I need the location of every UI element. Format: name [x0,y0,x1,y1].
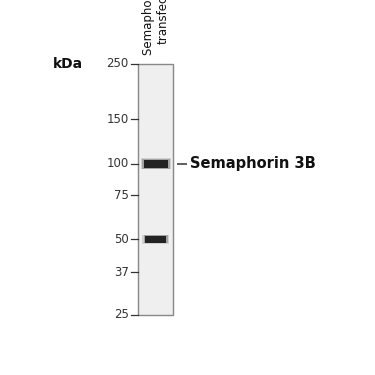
Bar [144,236,168,243]
Text: Semaphorin 3B: Semaphorin 3B [190,156,316,171]
Text: kDa: kDa [53,57,83,71]
Text: 75: 75 [114,189,129,202]
Text: 150: 150 [106,113,129,126]
Text: Semaphorin 3B-
transfectant: Semaphorin 3B- transfectant [142,0,170,55]
Bar [144,160,168,168]
Text: 250: 250 [106,57,129,70]
Bar [146,236,166,243]
Text: 25: 25 [114,309,129,321]
Text: 37: 37 [114,266,129,279]
Text: 50: 50 [114,233,129,246]
Text: 100: 100 [106,157,129,170]
Bar [142,235,169,244]
Bar [142,159,170,168]
Bar [138,64,173,315]
Bar [141,158,171,169]
